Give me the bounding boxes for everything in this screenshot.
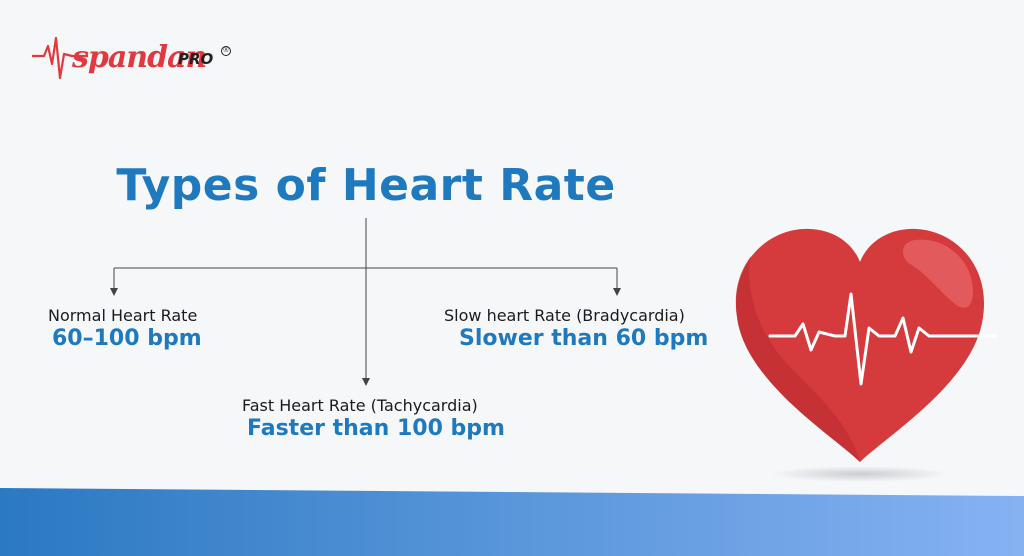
page-title: Types of Heart Rate [116,160,616,211]
heart-ecg-icon [735,228,999,482]
pulse-line-icon [32,36,88,80]
logo-brand-text: spandan [72,40,207,75]
arrow-down-icon-center [362,378,370,386]
normal-rate-value: 60–100 bpm [52,326,202,351]
logo-pro-text: PRO [178,50,214,68]
fast-rate-label: Fast Heart Rate (Tachycardia) [242,396,478,415]
normal-rate-label: Normal Heart Rate [48,306,198,325]
brand-logo: spandan PRO ® [28,34,248,86]
arrow-down-icon-right [613,288,621,296]
slow-rate-value: Slower than 60 bpm [459,326,709,351]
arrow-down-icon-left [110,288,118,296]
logo-registered-mark: ® [221,46,231,56]
slow-rate-label: Slow heart Rate (Bradycardia) [444,306,685,325]
fast-rate-value: Faster than 100 bpm [247,416,505,441]
